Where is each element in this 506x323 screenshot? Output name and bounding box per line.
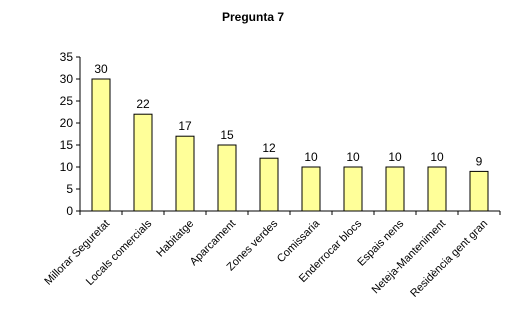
bar [427,166,447,212]
y-tick-label: 0 [66,204,73,218]
bar-value-label: 15 [220,128,234,142]
y-tick-label: 15 [60,138,74,152]
bar-value-label: 30 [94,62,108,76]
bar-value-label: 10 [388,150,402,164]
bar-value-label: 10 [346,150,360,164]
y-tick-label: 20 [60,116,74,130]
y-tick-label: 35 [60,50,74,64]
bar [133,113,153,212]
bar [301,166,321,212]
bar-value-label: 12 [262,141,276,155]
y-tick-label: 25 [60,94,74,108]
y-axis: 0 5 10 15 20 25 30 35 [60,50,81,218]
bars-group [91,78,489,212]
x-category-label: Neteja-Manteniment [370,218,449,297]
y-tick-label: 10 [60,160,74,174]
bar-value-label: 17 [178,119,192,133]
y-tick-label: 5 [66,182,73,196]
bar [91,78,111,212]
bar-value-label: 10 [304,150,318,164]
y-tick-label: 30 [60,72,74,86]
chart-title: Pregunta 7 [222,10,284,24]
x-category-label: Residència gent gran [408,218,490,300]
x-category-label: Habitatge [154,218,196,260]
bar [343,166,363,212]
data-labels-group: 30 22 17 15 12 10 10 10 10 9 [94,62,482,168]
bar [469,170,489,212]
bar [217,144,237,212]
x-axis [79,210,501,215]
bar-value-label: 9 [476,154,483,168]
bar-value-label: 22 [136,97,150,111]
bar [385,166,405,212]
bar [259,157,279,212]
bar [175,135,195,212]
bar-value-label: 10 [430,150,444,164]
